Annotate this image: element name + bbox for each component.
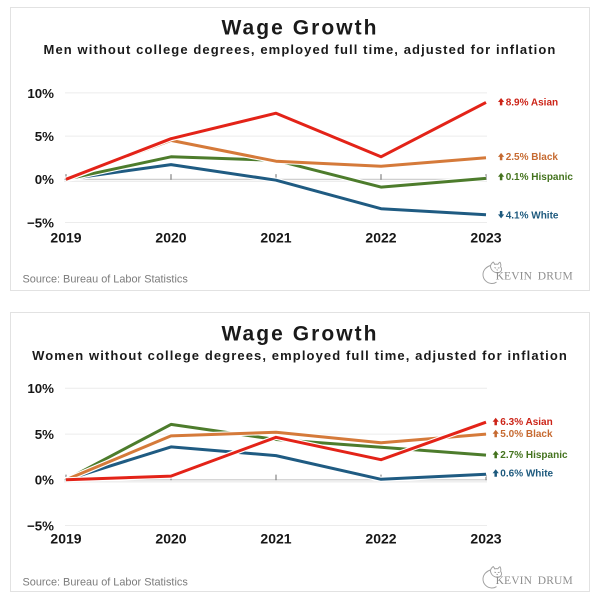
- svg-text:4.1% White: 4.1% White: [506, 210, 559, 221]
- svg-text:10%: 10%: [27, 86, 54, 101]
- svg-text:Men without college degrees, e: Men without college degrees, employed fu…: [44, 42, 557, 57]
- svg-text:5%: 5%: [35, 427, 54, 442]
- svg-text:Source: Bureau of Labor Statis: Source: Bureau of Labor Statistics: [23, 274, 189, 286]
- svg-text:2.7% Hispanic: 2.7% Hispanic: [500, 450, 568, 461]
- svg-text:−5%: −5%: [27, 518, 54, 533]
- svg-text:2021: 2021: [260, 230, 291, 246]
- svg-text:2019: 2019: [50, 531, 81, 547]
- svg-text:Women without college degrees,: Women without college degrees, employed …: [32, 348, 568, 363]
- svg-text:5%: 5%: [35, 129, 54, 144]
- svg-text:2019: 2019: [50, 230, 81, 246]
- svg-text:KEVIN DRUM: KEVIN DRUM: [496, 271, 573, 283]
- svg-text:0.6% White: 0.6% White: [500, 469, 553, 480]
- svg-text:2020: 2020: [155, 230, 186, 246]
- svg-text:Wage Growth: Wage Growth: [221, 17, 378, 40]
- svg-text:Source: Bureau of Labor Statis: Source: Bureau of Labor Statistics: [23, 577, 189, 589]
- svg-text:−5%: −5%: [27, 215, 54, 230]
- svg-text:2022: 2022: [365, 230, 396, 246]
- svg-text:2022: 2022: [365, 531, 396, 547]
- svg-text:5.0% Black: 5.0% Black: [500, 429, 553, 440]
- svg-text:0%: 0%: [35, 473, 54, 488]
- svg-text:KEVIN DRUM: KEVIN DRUM: [496, 575, 573, 587]
- svg-text:2.5% Black: 2.5% Black: [506, 152, 559, 163]
- svg-text:2020: 2020: [155, 531, 186, 547]
- svg-text:0.1% Hispanic: 0.1% Hispanic: [506, 172, 574, 183]
- svg-text:6.3% Asian: 6.3% Asian: [500, 417, 552, 428]
- svg-text:Wage Growth: Wage Growth: [221, 323, 378, 346]
- svg-text:8.9% Asian: 8.9% Asian: [506, 97, 558, 108]
- svg-text:10%: 10%: [27, 381, 54, 396]
- svg-text:2023: 2023: [470, 531, 501, 547]
- svg-text:2023: 2023: [470, 230, 501, 246]
- svg-text:2021: 2021: [260, 531, 291, 547]
- svg-text:0%: 0%: [35, 172, 54, 187]
